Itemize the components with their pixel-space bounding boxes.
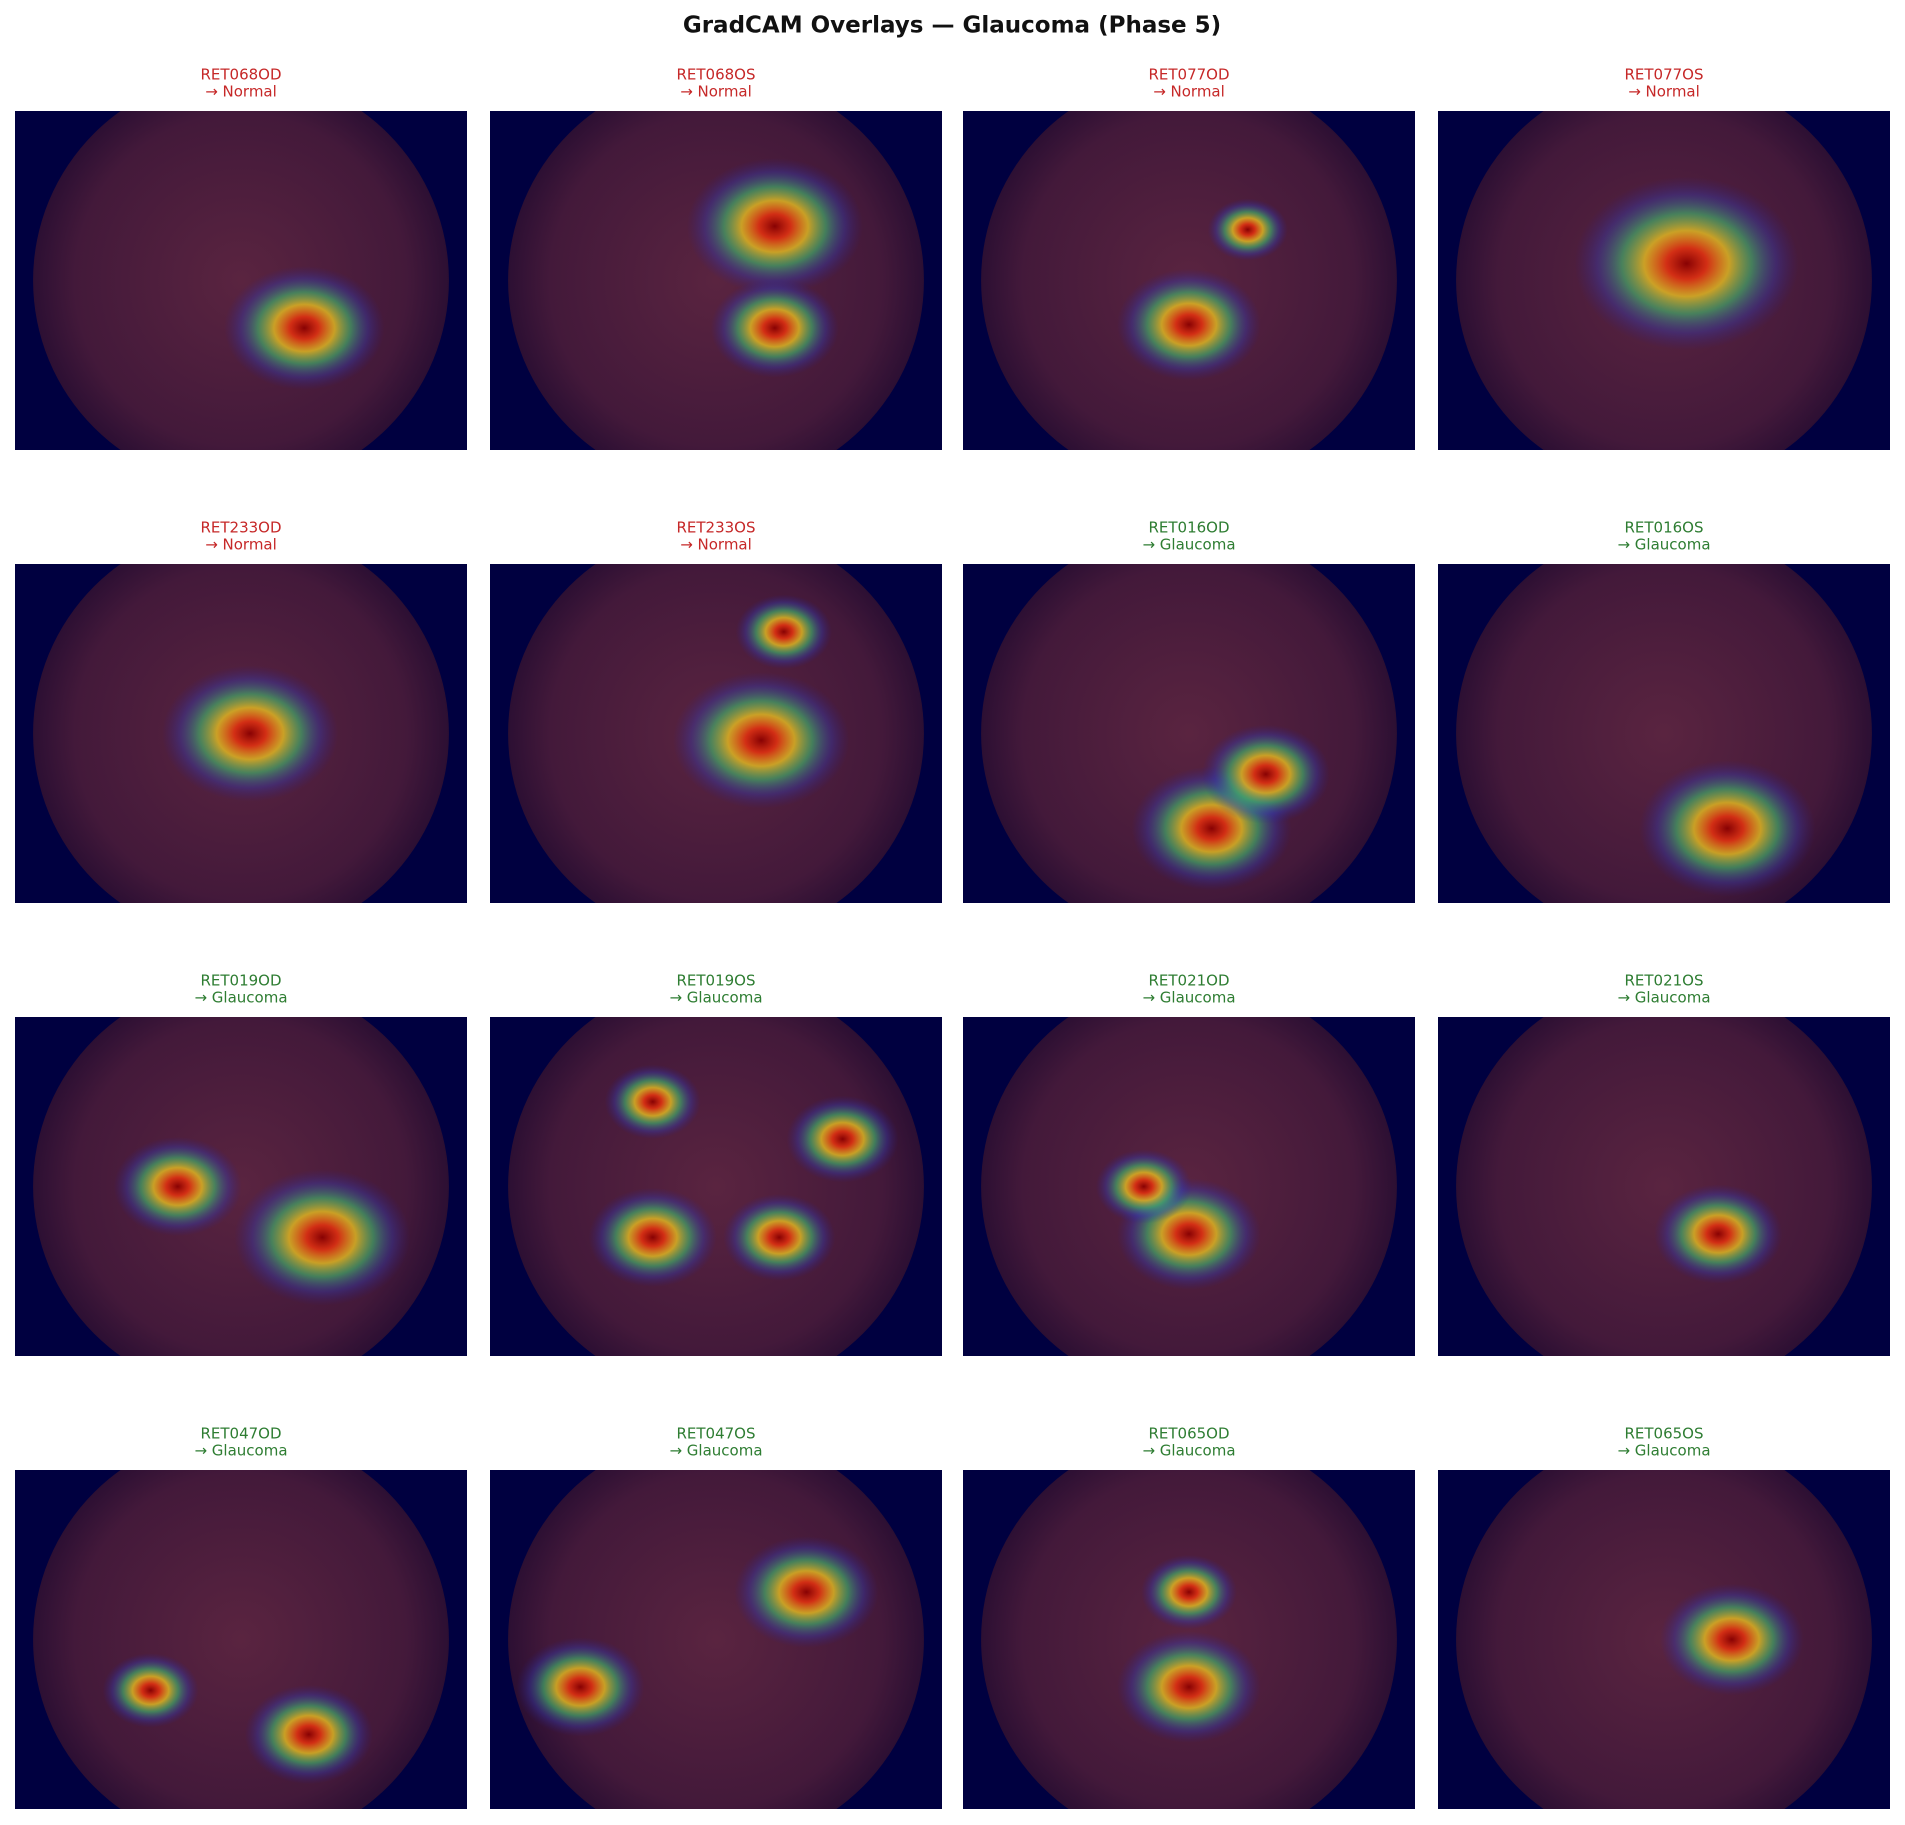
heatmap-blob: [224, 265, 385, 390]
heatmap-blob: [1207, 198, 1288, 261]
image-id: RET016OD: [1148, 519, 1229, 537]
overlay-image: [963, 1470, 1415, 1809]
overlay-image: [15, 564, 467, 903]
panel: RET047OD→ Glaucoma: [15, 1425, 467, 1809]
panel: RET077OD→ Normal: [963, 66, 1415, 450]
panel: RET016OS→ Glaucoma: [1438, 519, 1890, 903]
panel: RET019OS→ Glaucoma: [490, 972, 942, 1356]
heatmap-blob: [102, 1653, 199, 1728]
heatmap-blob: [1574, 176, 1799, 351]
heatmap-blob: [786, 1095, 899, 1183]
prediction: → Glaucoma: [1142, 1442, 1235, 1460]
image-id: RET233OS: [676, 519, 755, 537]
panel: RET065OS→ Glaucoma: [1438, 1425, 1890, 1809]
prediction: → Glaucoma: [194, 1442, 287, 1460]
heatmap-blob: [234, 1169, 411, 1306]
image-id: RET068OD: [200, 66, 281, 84]
fundus: [1456, 1017, 1872, 1356]
overlay-image: [963, 1017, 1415, 1356]
overlay-image: [1438, 564, 1890, 903]
overlay-image: [1438, 1017, 1890, 1356]
prediction: → Normal: [205, 536, 277, 554]
overlay-image: [490, 1470, 942, 1809]
image-id: RET047OD: [200, 1425, 281, 1443]
image-id: RET077OD: [1148, 66, 1229, 84]
overlay-image: [1438, 111, 1890, 450]
panel: RET068OS→ Normal: [490, 66, 942, 450]
heatmap-blob: [1201, 724, 1330, 824]
heatmap-blob: [1141, 1554, 1237, 1630]
fundus: [508, 1017, 924, 1356]
overlay-image: [490, 111, 942, 450]
prediction: → Glaucoma: [1142, 536, 1235, 554]
panel: RET016OD→ Glaucoma: [963, 519, 1415, 903]
image-id: RET019OD: [200, 972, 281, 990]
image-id: RET065OD: [1148, 1425, 1229, 1443]
heatmap-blob: [162, 665, 339, 802]
panel: RET065OD→ Glaucoma: [963, 1425, 1415, 1809]
panel: RET233OS→ Normal: [490, 519, 942, 903]
heatmap-blob: [1639, 760, 1816, 897]
image-id: RET016OS: [1624, 519, 1703, 537]
heatmap-blob: [723, 1193, 836, 1281]
overlay-image: [490, 564, 942, 903]
image-id: RET019OS: [676, 972, 755, 990]
panel: RET068OD→ Normal: [15, 66, 467, 450]
prediction: → Normal: [1153, 83, 1225, 101]
prediction: → Glaucoma: [1617, 1442, 1710, 1460]
overlay-image: [15, 1470, 467, 1809]
prediction: → Normal: [680, 536, 752, 554]
heatmap-blob: [1095, 1149, 1192, 1224]
overlay-image: [15, 1017, 467, 1356]
image-id: RET065OS: [1624, 1425, 1703, 1443]
heatmap-blob: [113, 1136, 242, 1237]
image-id: RET021OD: [1148, 972, 1229, 990]
overlay-image: [963, 564, 1415, 903]
prediction: → Glaucoma: [194, 989, 287, 1007]
fundus: [508, 111, 924, 450]
heatmap-blob: [734, 1536, 879, 1648]
heatmap-blob: [1117, 268, 1261, 381]
overlay-image: [963, 111, 1415, 450]
overlay-image: [490, 1017, 942, 1356]
panel: RET019OD→ Glaucoma: [15, 972, 467, 1356]
overlay-image: [1438, 1470, 1890, 1809]
prediction: → Normal: [205, 83, 277, 101]
image-id: RET068OS: [676, 66, 755, 84]
heatmap-blob: [1654, 1184, 1783, 1284]
prediction: → Normal: [680, 83, 752, 101]
image-id: RET047OS: [676, 1425, 755, 1443]
panel: RET233OD→ Normal: [15, 519, 467, 903]
image-id: RET233OD: [200, 519, 281, 537]
heatmap-blob: [673, 672, 850, 809]
heatmap-blob: [710, 278, 839, 378]
prediction: → Normal: [1628, 83, 1700, 101]
overlay-image: [15, 111, 467, 450]
heatmap-blob: [686, 158, 863, 295]
panel: RET021OS→ Glaucoma: [1438, 972, 1890, 1356]
figure-title: GradCAM Overlays — Glaucoma (Phase 5): [683, 13, 1221, 39]
prediction: → Glaucoma: [1142, 989, 1235, 1007]
heatmap-blob: [604, 1064, 701, 1139]
heatmap-blob: [735, 594, 832, 669]
heatmap-blob: [244, 1684, 373, 1785]
panel: RET047OS→ Glaucoma: [490, 1425, 942, 1809]
prediction: → Glaucoma: [669, 989, 762, 1007]
prediction: → Glaucoma: [1617, 536, 1710, 554]
heatmap-blob: [516, 1637, 645, 1737]
heatmap-blob: [1117, 1631, 1261, 1743]
image-id: RET021OS: [1624, 972, 1703, 990]
prediction: → Glaucoma: [669, 1442, 762, 1460]
heatmap-blob: [588, 1187, 717, 1287]
panel: RET077OS→ Normal: [1438, 66, 1890, 450]
fundus: [33, 111, 449, 450]
panel: RET021OD→ Glaucoma: [963, 972, 1415, 1356]
heatmap-blob: [1659, 1583, 1804, 1696]
prediction: → Glaucoma: [1617, 989, 1710, 1007]
fundus: [1456, 564, 1872, 903]
image-id: RET077OS: [1624, 66, 1703, 84]
